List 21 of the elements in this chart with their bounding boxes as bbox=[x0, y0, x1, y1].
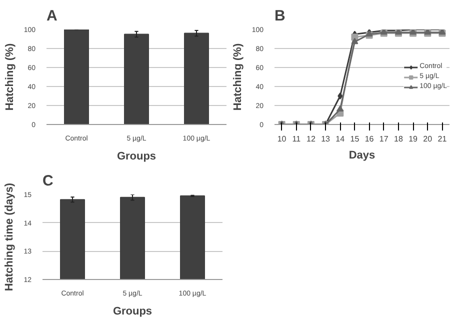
x-tick-label: 15 bbox=[350, 134, 360, 144]
x-axis-title: Groups bbox=[116, 150, 156, 162]
x-tick-label: 20 bbox=[423, 134, 433, 144]
chart-title: A bbox=[46, 8, 58, 24]
x-axis-title: Days bbox=[348, 150, 376, 162]
x-axis-title: Groups bbox=[112, 306, 152, 318]
x-tick-label: 10 bbox=[277, 134, 287, 144]
x-tick-label: 11 bbox=[292, 134, 302, 144]
x-tick-label: 13 bbox=[321, 134, 331, 144]
y-axis-title: Hatching time (days) bbox=[4, 182, 16, 292]
x-tick-label: 19 bbox=[408, 134, 418, 144]
chart-title: B bbox=[274, 8, 286, 24]
x-tick-label: 17 bbox=[379, 134, 389, 144]
y-axis-title: Hatching (%) bbox=[232, 43, 244, 111]
x-tick-label: 16 bbox=[364, 134, 374, 144]
x-tick-label: 14 bbox=[336, 134, 346, 144]
chart-title: C bbox=[42, 172, 54, 190]
x-tick-label: 21 bbox=[438, 134, 448, 144]
y-axis-title: Hatching (%) bbox=[4, 43, 16, 111]
x-tick-label: 18 bbox=[394, 134, 404, 144]
x-tick-label: 12 bbox=[306, 134, 316, 144]
